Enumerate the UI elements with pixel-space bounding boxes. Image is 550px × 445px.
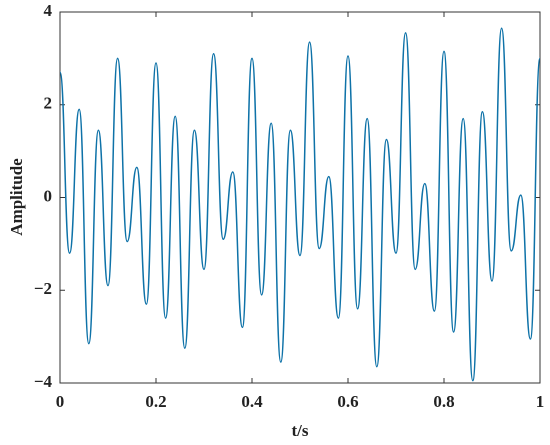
y-tick-label: −4: [34, 372, 53, 391]
y-tick-label: −2: [34, 279, 52, 298]
signal-line: [59, 27, 541, 382]
y-tick-label: 2: [44, 94, 53, 113]
x-axis-label: t/s: [292, 421, 309, 440]
x-tick-label: 0.2: [145, 392, 166, 411]
x-tick-label: 0.8: [433, 392, 454, 411]
y-tick-label: 4: [44, 1, 53, 20]
x-tick-label: 0.4: [241, 392, 263, 411]
y-axis-label: Amplitude: [7, 158, 26, 236]
x-tick-label: 0: [56, 392, 65, 411]
x-tick-label: 0.6: [337, 392, 358, 411]
y-tick-label: 0: [44, 186, 53, 205]
x-tick-label: 1: [536, 392, 545, 411]
